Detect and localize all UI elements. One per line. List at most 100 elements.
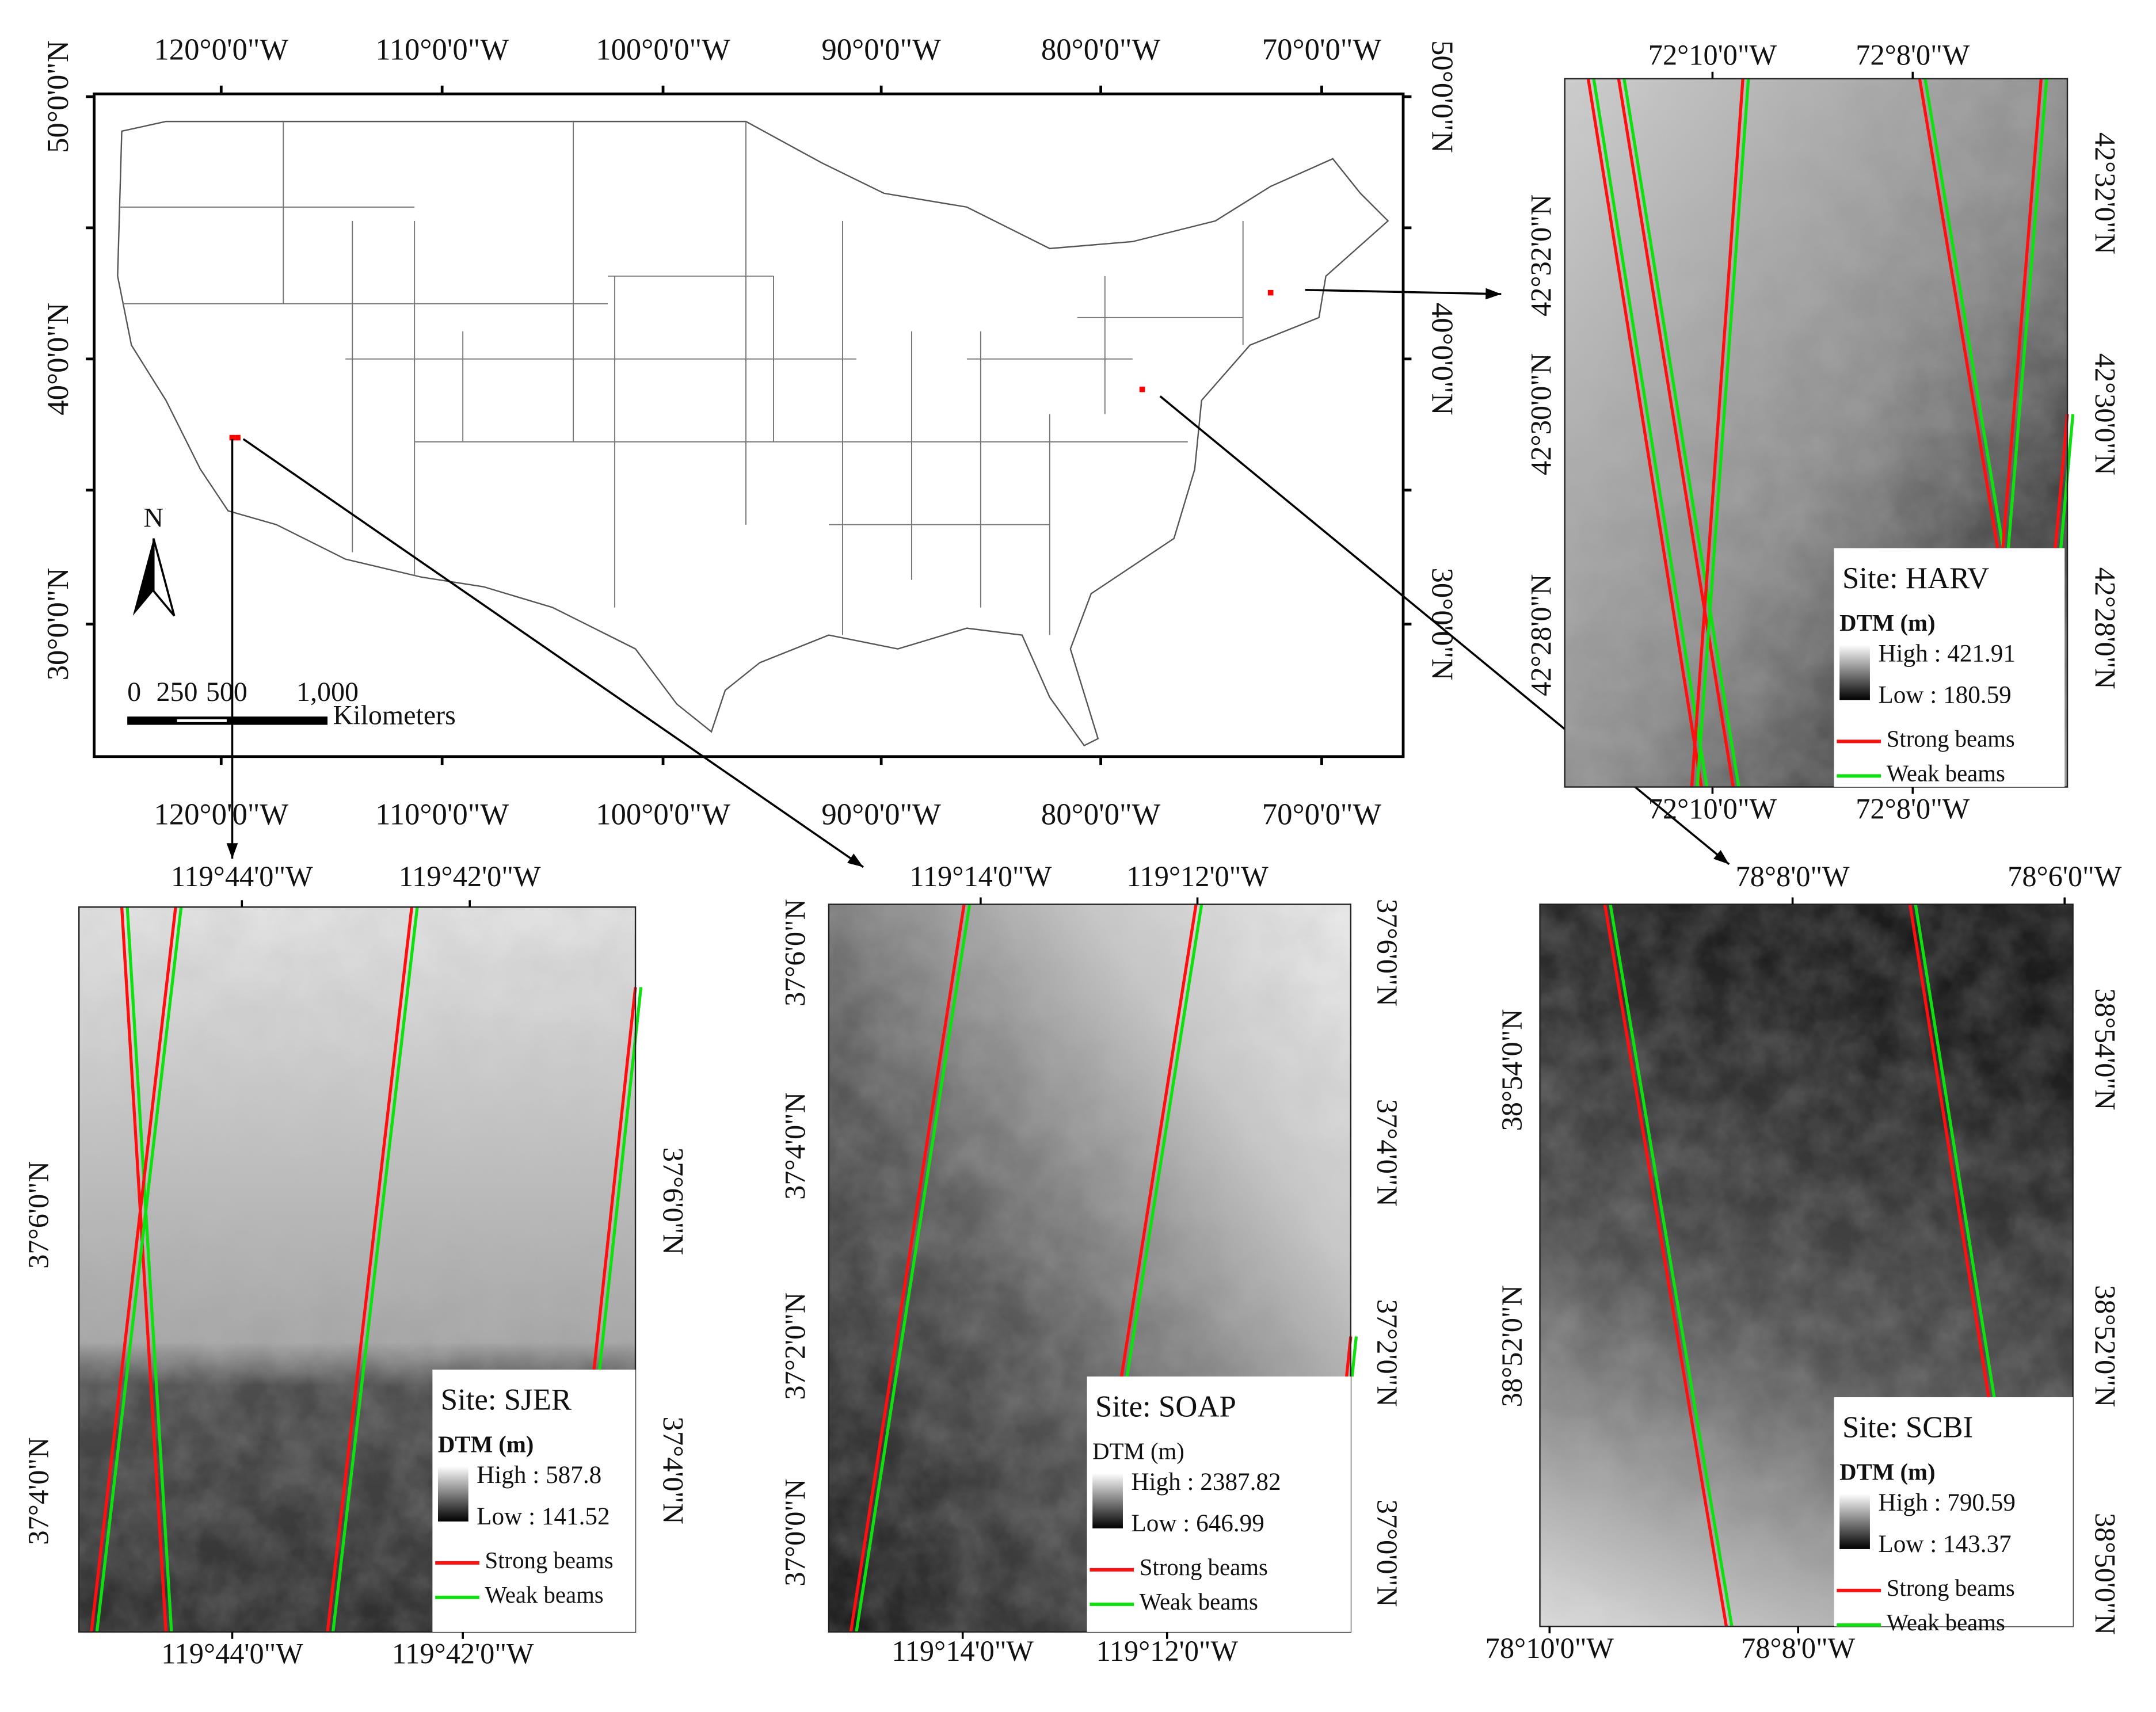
lon-label-bottom: 110°0'0"W <box>375 798 509 831</box>
scale-unit: Kilometers <box>333 700 456 731</box>
lat-label-right: 37°4'0"N <box>657 1417 689 1524</box>
scale-label: 250 <box>157 677 198 707</box>
legend-site: Site: SCBI <box>1842 1411 1973 1444</box>
scale-label: 0 <box>127 677 141 707</box>
arrow-head <box>226 843 238 859</box>
lat-label-right: 37°0'0"N <box>1371 1500 1403 1607</box>
panel-frame <box>1539 903 2074 1627</box>
legend-low: Low : 180.59 <box>1878 681 2011 708</box>
lon-label-bottom: 78°10'0"W <box>1485 1632 1614 1664</box>
lon-label-top: 90°0'0"W <box>821 33 941 66</box>
legend-swatch <box>437 1466 468 1522</box>
strong-beam <box>1918 78 2000 553</box>
lon-label-top: 119°12'0"W <box>1126 860 1269 893</box>
panel-frame <box>1564 78 2069 788</box>
strong-beam <box>90 906 177 1633</box>
weak-beam <box>1914 904 1996 1398</box>
lon-label-bottom: 90°0'0"W <box>821 798 941 831</box>
legend-swatch <box>1092 1473 1123 1528</box>
state-lines <box>117 121 1244 635</box>
scale-bar <box>127 716 328 725</box>
lat-label-left: 37°0'0"N <box>779 1479 812 1587</box>
strong-beam <box>1119 904 1198 1377</box>
weak-beam <box>1592 78 1709 787</box>
strong-beam <box>120 907 167 1633</box>
lat-label-right: 42°30'0"N <box>2089 353 2121 475</box>
legend-high: High : 790.59 <box>1878 1489 2016 1516</box>
weak-beam <box>1125 904 1203 1377</box>
legend-swatch <box>1839 645 1870 700</box>
legend-strong: Strong beams <box>1887 726 2015 752</box>
legend-site: Site: HARV <box>1842 562 1989 595</box>
legend-low: Low : 141.52 <box>477 1503 610 1530</box>
legend-high: High : 587.8 <box>477 1462 601 1489</box>
lat-label-left: 42°28'0"N <box>1525 574 1557 696</box>
lat-label-left: 37°6'0"N <box>779 899 812 1006</box>
legend-weak: Weak beams <box>485 1582 604 1608</box>
legend-title: DTM (m) <box>1839 1459 1935 1485</box>
legend-title: DTM (m) <box>1839 610 1935 636</box>
legend-box <box>1087 1376 1351 1632</box>
lon-label-top: 78°8'0"W <box>1736 860 1850 893</box>
legend-swatch <box>1839 1493 1870 1549</box>
legend-strong: Strong beams <box>1887 1575 2015 1601</box>
site-marker <box>229 434 235 441</box>
lon-label-bottom: 119°42'0"W <box>392 1638 534 1670</box>
lon-label-bottom: 78°8'0"W <box>1741 1632 1856 1664</box>
lon-label-bottom: 119°44'0"W <box>161 1638 303 1670</box>
lat-label-left: 50°0'0"N <box>41 40 75 153</box>
lon-label-top: 110°0'0"W <box>375 33 509 66</box>
legend-weak: Weak beams <box>1887 761 2005 787</box>
lon-label-bottom: 119°12'0"W <box>1096 1635 1238 1667</box>
lon-label-top: 119°42'0"W <box>399 860 541 893</box>
lon-label-top: 72°8'0"W <box>1856 39 1970 71</box>
legend-site: Site: SJER <box>441 1383 572 1417</box>
lat-label-left: 30°0'0"N <box>41 568 75 681</box>
site-marker <box>235 434 241 441</box>
legend-strong: Strong beams <box>1140 1554 1268 1580</box>
legend-high: High : 2387.82 <box>1131 1469 1281 1496</box>
lat-label-left: 38°52'0"N <box>1496 1285 1528 1407</box>
lat-label-left: 40°0'0"N <box>41 303 75 415</box>
lon-label-bottom: 72°8'0"W <box>1856 792 1970 825</box>
lon-label-bottom: 70°0'0"W <box>1262 798 1382 831</box>
strong-beam <box>1617 78 1735 787</box>
lat-label-right: 38°52'0"N <box>2089 1285 2121 1407</box>
legend-low: Low : 646.99 <box>1131 1510 1264 1537</box>
arrow-head <box>847 853 863 867</box>
weak-beam <box>332 906 419 1633</box>
strong-beam <box>1603 904 1728 1627</box>
strong-beam <box>2053 414 2069 552</box>
north-label: N <box>143 503 163 533</box>
panel-frame <box>78 906 637 1633</box>
strong-beam <box>1908 904 1990 1398</box>
lat-label-right: 50°0'0"N <box>1425 40 1458 153</box>
scale-label: 1,000 <box>296 677 359 707</box>
arrow-head <box>1713 850 1730 864</box>
legend-high: High : 421.91 <box>1878 640 2016 668</box>
strong-beam <box>1586 78 1703 787</box>
weak-beam <box>125 907 173 1633</box>
lat-label-right: 37°6'0"N <box>657 1147 689 1255</box>
lon-label-top: 72°10'0"W <box>1648 39 1777 71</box>
lat-label-left: 37°2'0"N <box>779 1292 812 1400</box>
weak-beam <box>1609 904 1734 1627</box>
lon-label-top: 70°0'0"W <box>1262 33 1382 66</box>
legend-weak: Weak beams <box>1887 1610 2005 1635</box>
strong-beam <box>2001 78 2043 552</box>
weak-beam <box>95 906 183 1633</box>
legend-strong: Strong beams <box>485 1547 614 1573</box>
weak-beam <box>1622 78 1740 787</box>
lat-label-right: 40°0'0"N <box>1425 303 1458 415</box>
strong-beam <box>326 906 414 1633</box>
lat-label-left: 42°32'0"N <box>1525 195 1557 317</box>
lat-label-left: 42°30'0"N <box>1525 353 1557 475</box>
lat-label-right: 30°0'0"N <box>1425 568 1458 681</box>
lon-label-top: 100°0'0"W <box>596 33 730 66</box>
weak-beam <box>1696 78 1750 787</box>
strong-beam <box>849 904 966 1633</box>
lat-label-right: 42°32'0"N <box>2089 132 2121 254</box>
lat-label-left: 37°6'0"N <box>22 1161 55 1269</box>
north-arrow <box>152 538 176 617</box>
